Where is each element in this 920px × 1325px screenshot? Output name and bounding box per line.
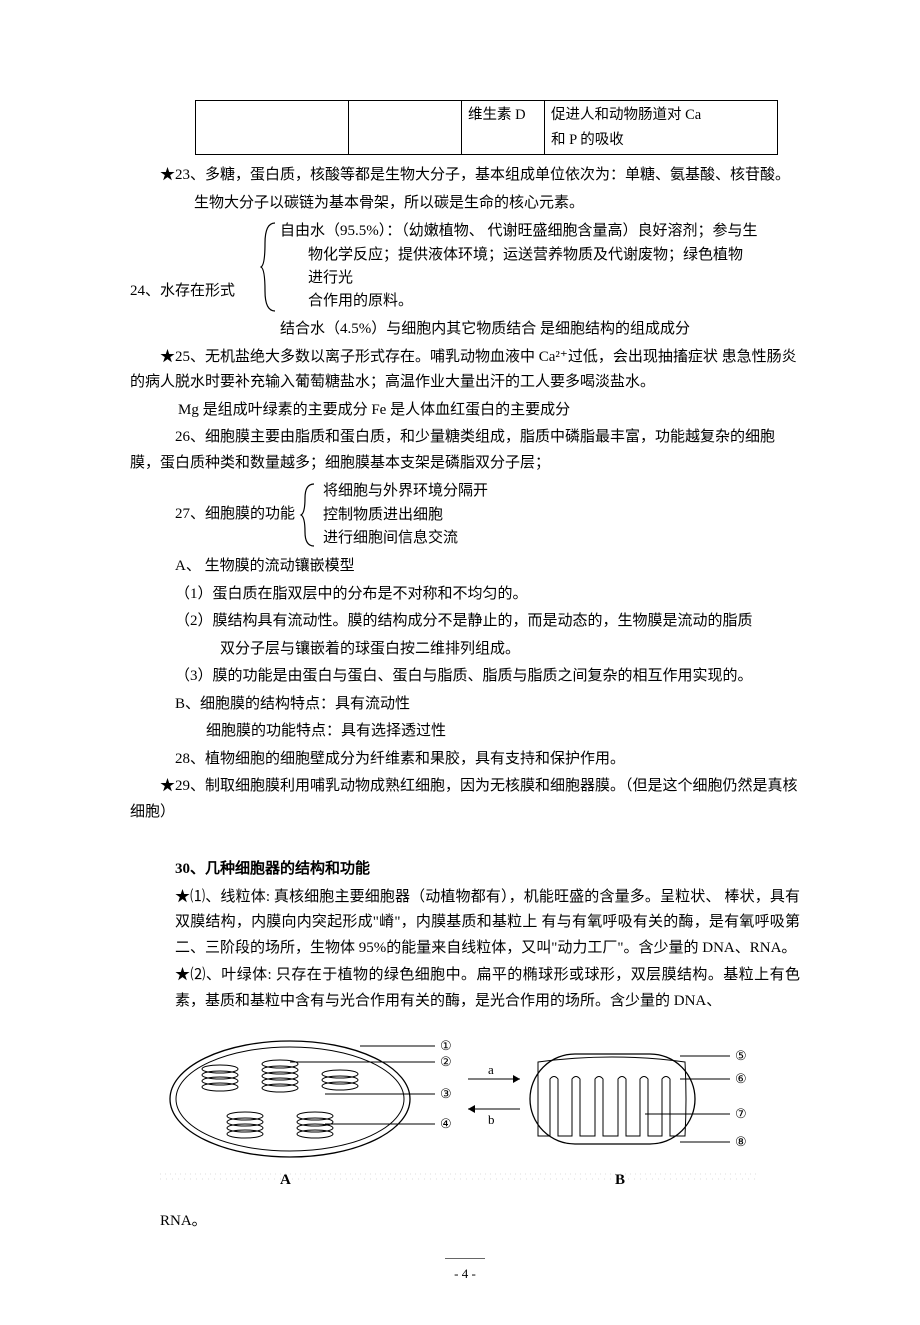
para-30-2: ★⑵、叶绿体: 只存在于植物的绿色细胞中。扁平的椭球形或球形，双层膜结构。基粒上…: [130, 963, 800, 1014]
para-A3: （3）膜的功能是由蛋白与蛋白、蛋白与脂质、脂质与脂质之间复杂的相互作用实现的。: [130, 664, 800, 690]
chloroplast-inner: [176, 1047, 404, 1151]
num-1: ①: [440, 1038, 452, 1053]
free-water-4: 合作用的原料。: [280, 290, 800, 313]
para-A2a: （2）膜结构具有流动性。膜的结构成分不是静止的，而是动态的，生物膜是流动的脂质: [130, 609, 800, 635]
bound-water: 结合水（4.5%）与细胞内其它物质结合 是细胞结构的组成成分: [130, 317, 800, 343]
cristae: [538, 1057, 686, 1136]
diagram-svg: ① ② ③ ④ a b ⑤ ⑥ ⑦ ⑧ A B: [160, 1024, 760, 1194]
free-water-1: 自由水（95.5%）：（幼嫩植物、 代谢旺盛细胞含量高）良好溶剂；参与生: [280, 220, 800, 243]
free-water-2: 物化学反应；提供液体环境；运送营养物质及代谢废物；绿色植物: [280, 244, 800, 267]
func-line1: 促进人和动物肠道对 Ca: [551, 107, 701, 123]
para-30-1: ★⑴、线粒体: 真核细胞主要细胞器（动植物都有），机能旺盛的含量多。呈粒状、 棒…: [130, 885, 800, 962]
num-2: ②: [440, 1054, 452, 1069]
para-rna: RNA。: [130, 1209, 800, 1235]
table-cell-vitd: 维生素 D: [462, 101, 545, 155]
brace-icon-27: [299, 482, 319, 548]
num-6: ⑥: [735, 1071, 747, 1086]
para-A1: （1）蛋白质在脂双层中的分布是不对称和不均匀的。: [130, 582, 800, 608]
label-24: 24、水存在形式: [130, 229, 260, 305]
arrow-a-label: a: [488, 1062, 494, 1077]
grana-group: [202, 1060, 358, 1138]
arrow-a: a: [468, 1062, 520, 1083]
para-23b: 生物大分子以碳链为基本骨架，所以碳是生命的核心元素。: [130, 191, 800, 217]
num-5: ⑤: [735, 1048, 747, 1063]
num-7: ⑦: [735, 1106, 747, 1121]
table-row: 维生素 D 促进人和动物肠道对 Ca 和 P 的吸收: [196, 101, 778, 155]
para-28: 28、植物细胞的细胞壁成分为纤维素和果胶，具有支持和保护作用。: [130, 747, 800, 773]
body-24: 自由水（95.5%）：（幼嫩植物、 代谢旺盛细胞含量高）良好溶剂；参与生 物化学…: [280, 220, 800, 313]
table-cell-blank1: [196, 101, 349, 155]
func-1: 将细胞与外界环境分隔开: [323, 480, 800, 503]
para-29: ★29、制取细胞膜利用哺乳动物成熟红细胞，因为无核膜和细胞器膜。（但是这个细胞仍…: [130, 774, 800, 825]
para-B2: 细胞膜的功能特点：具有选择透过性: [130, 719, 800, 745]
para-A: A、 生物膜的流动镶嵌模型: [130, 554, 800, 580]
para-A2b: 双分子层与镶嵌着的球蛋白按二维排列组成。: [130, 637, 800, 663]
para-26: 26、细胞膜主要由脂质和蛋白质，和少量糖类组成，脂质中磷脂最丰富，功能越复杂的细…: [130, 425, 800, 476]
num-4: ④: [440, 1116, 452, 1131]
texture: [160, 1174, 760, 1179]
block-24: 24、水存在形式 自由水（95.5%）：（幼嫩植物、 代谢旺盛细胞含量高）良好溶…: [130, 220, 800, 313]
table-cell-func: 促进人和动物肠道对 Ca 和 P 的吸收: [545, 101, 778, 155]
body-27: 将细胞与外界环境分隔开 控制物质进出细胞 进行细胞间信息交流: [323, 480, 800, 550]
chloroplast-outer: [170, 1041, 410, 1157]
organelle-diagram: ① ② ③ ④ a b ⑤ ⑥ ⑦ ⑧ A B: [160, 1024, 800, 1204]
func-2: 控制物质进出细胞: [323, 504, 800, 527]
label-27: 27、细胞膜的功能: [175, 502, 295, 528]
func-3: 进行细胞间信息交流: [323, 527, 800, 550]
para-30h: 30、几种细胞器的结构和功能: [130, 857, 800, 883]
num-3: ③: [440, 1086, 452, 1101]
block-27: 27、细胞膜的功能 将细胞与外界环境分隔开 控制物质进出细胞 进行细胞间信息交流: [130, 480, 800, 550]
mitochondrion: ⑤ ⑥ ⑦ ⑧: [530, 1048, 747, 1149]
num-8: ⑧: [735, 1134, 747, 1149]
free-water-3: 进行光: [280, 267, 800, 290]
para-B1: B、细胞膜的结构特点：具有流动性: [130, 692, 800, 718]
para-25a: ★25、无机盐绝大多数以离子形式存在。哺乳动物血液中 Ca²⁺过低，会出现抽搐症…: [130, 345, 800, 396]
table-cell-blank2: [349, 101, 462, 155]
arrow-b-label: b: [488, 1112, 495, 1127]
label-A: A: [280, 1172, 291, 1188]
page-number: - 4 -: [445, 1258, 485, 1285]
label-B: B: [615, 1172, 625, 1188]
brace-icon: [260, 221, 280, 313]
para-23a: ★23、多糖，蛋白质，核酸等都是生物大分子，基本组成单位依次为：单糖、氨基酸、核…: [130, 163, 800, 189]
para-25b: Mg 是组成叶绿素的主要成分 Fe 是人体血红蛋白的主要成分: [130, 398, 800, 424]
arrow-b: b: [468, 1105, 520, 1127]
func-line2: 和 P 的吸收: [551, 132, 624, 148]
top-table: 维生素 D 促进人和动物肠道对 Ca 和 P 的吸收: [195, 100, 778, 155]
